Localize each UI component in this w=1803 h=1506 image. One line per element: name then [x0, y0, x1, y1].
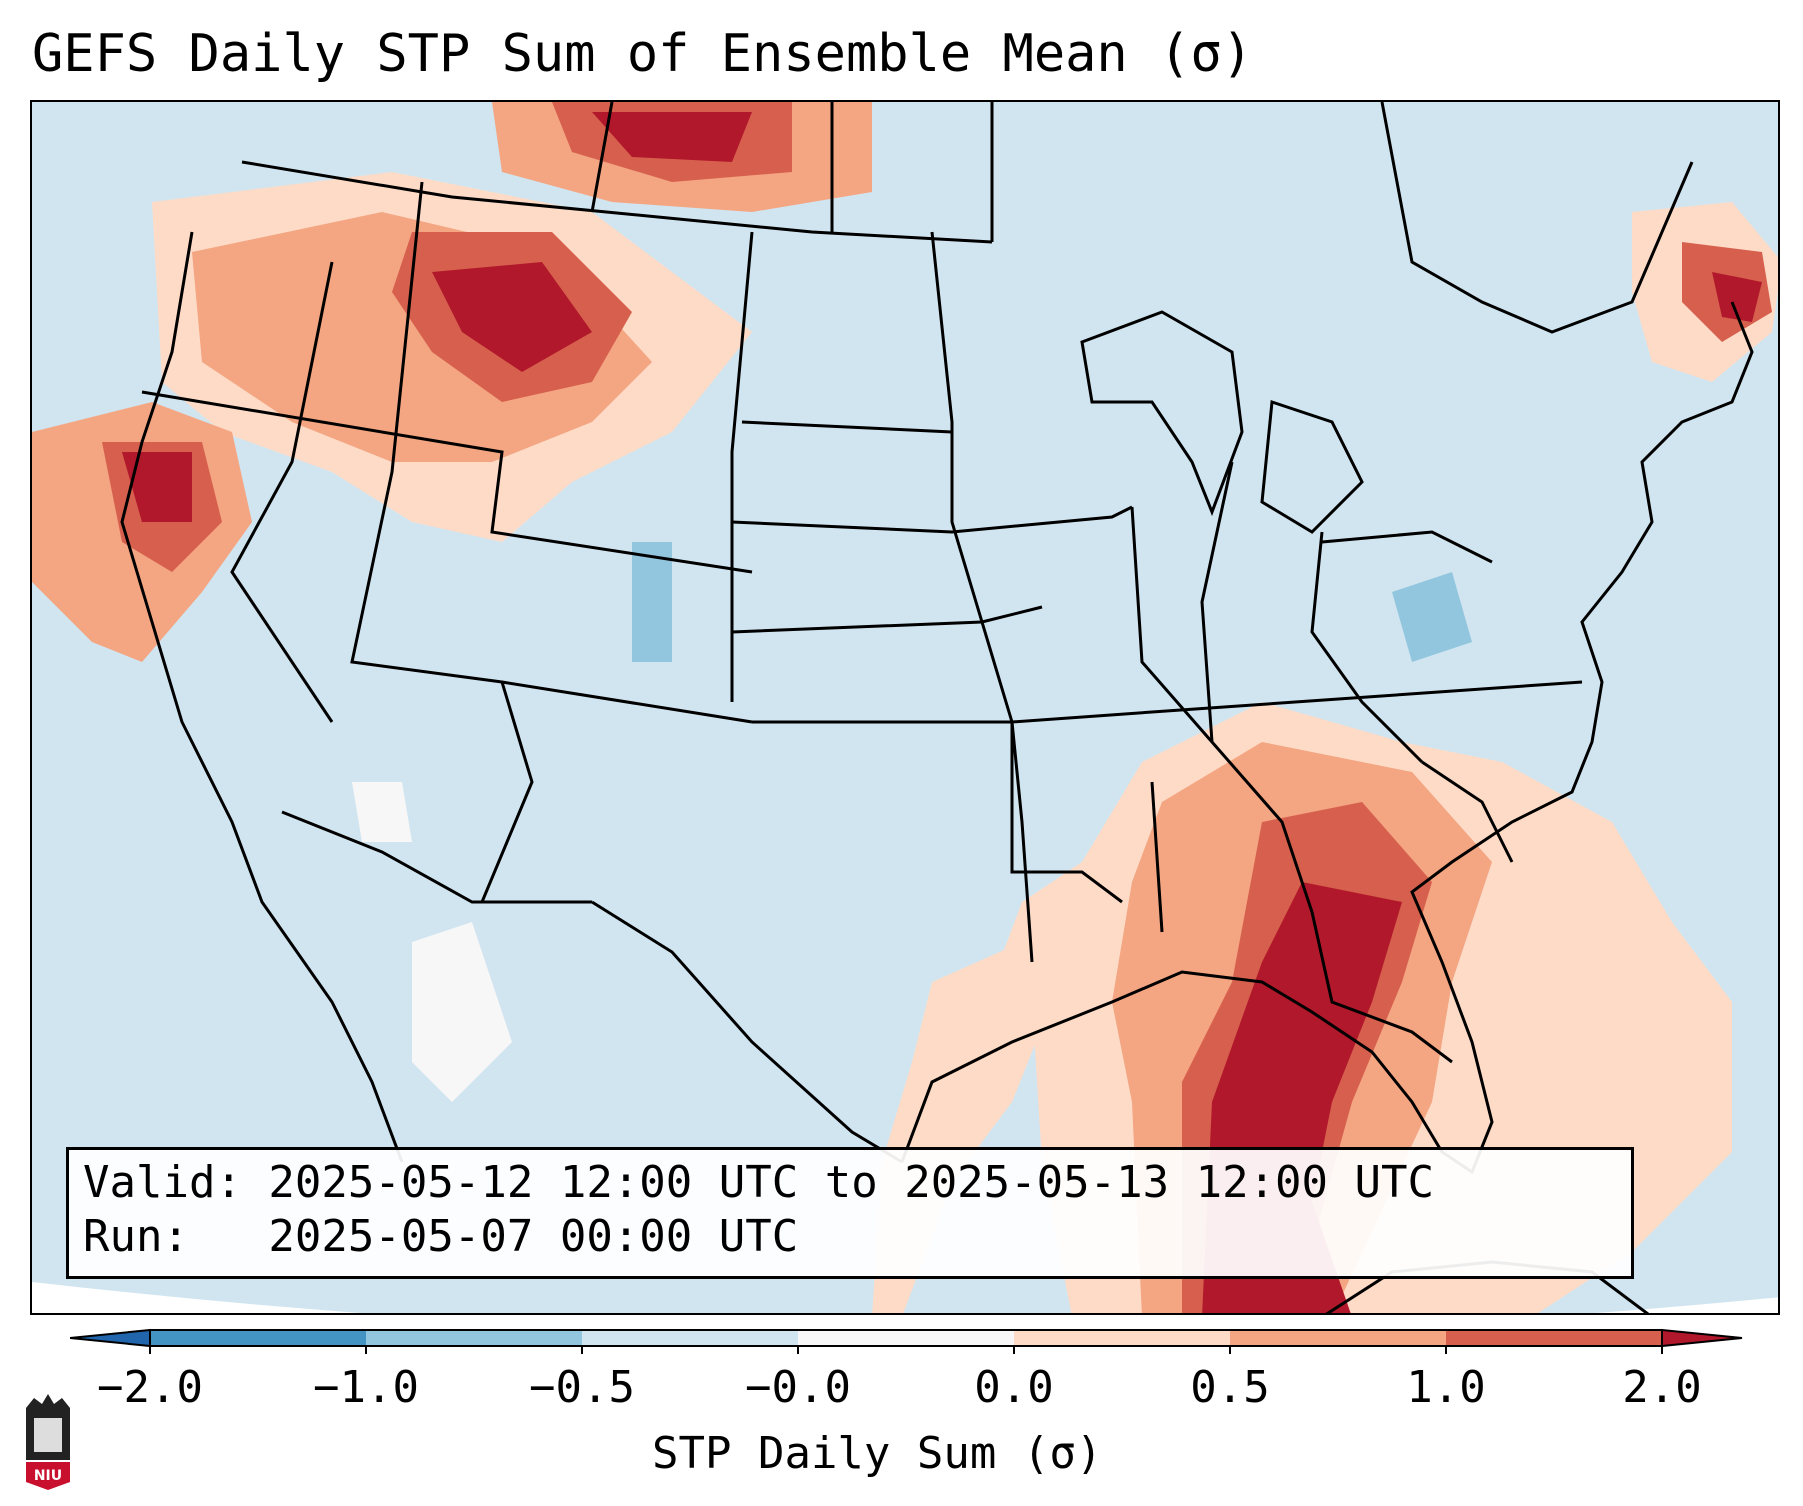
valid-line: Valid: 2025-05-12 12:00 UTC to 2025-05-1… [83, 1157, 1435, 1208]
niu-logo: NIU [26, 1394, 70, 1490]
colorbar-bin-5 [1014, 1330, 1230, 1346]
lake-michigan-superior [1080, 310, 1244, 517]
state-line-9 [741, 420, 953, 434]
colorbar-tick-label: 0.0 [974, 1362, 1054, 1413]
us-canada-border [241, 160, 993, 244]
shade-ca-max [122, 452, 192, 522]
state-line-4 [730, 231, 754, 702]
run-line: Run: 2025-05-07 00:00 UTC [83, 1211, 799, 1262]
colorbar-tick-label: 2.0 [1622, 1362, 1702, 1413]
state-line-2 [230, 261, 334, 723]
colorbar-tick-label: −2.0 [97, 1362, 203, 1413]
colorbar-bin-3 [582, 1330, 798, 1346]
state-line-15 [1310, 531, 1424, 764]
shade-nw-max [432, 262, 592, 372]
state-line-10 [930, 231, 1034, 963]
canada-line-3 [590, 102, 614, 213]
colorbar-bin-4 [798, 1330, 1014, 1346]
colorbar-extend-low [70, 1328, 151, 1348]
state-line-6 [752, 680, 1583, 724]
colorbar-tick-label: −1.0 [313, 1362, 419, 1413]
shade-mx-neutral [412, 922, 512, 1102]
logo-window-icon [34, 1418, 62, 1452]
lake-huron [1260, 399, 1364, 534]
canada-east [1380, 102, 1694, 334]
state-line-17 [1310, 911, 1453, 1064]
shade-az-neutral [352, 782, 412, 842]
stp-map [30, 100, 1780, 1315]
state-line-14 [1130, 506, 1314, 913]
colorbar-bin-2 [366, 1330, 582, 1346]
state-line-13 [1200, 461, 1234, 743]
colorbar-tick-label: 1.0 [1406, 1362, 1486, 1413]
colorbar-ticks [149, 1346, 1663, 1354]
state-line-1 [141, 390, 753, 574]
lake-erie [1321, 530, 1493, 564]
mexico-border-west [281, 810, 592, 904]
colorbar-extend-high [1661, 1328, 1743, 1348]
colorbar-outline [149, 1329, 1663, 1347]
shade-co-negative [632, 542, 672, 662]
chart-title: GEFS Daily STP Sum of Ensemble Mean (σ) [32, 24, 1253, 84]
state-line-5 [480, 681, 534, 903]
shade-canada-max [592, 112, 752, 162]
colorbar-tick-label: 0.5 [1190, 1362, 1270, 1413]
state-line-16 [1421, 760, 1514, 863]
state-line-11 [1010, 722, 1123, 904]
colorbar-bin-1 [150, 1330, 366, 1346]
colorbar-tick-label: −0.5 [529, 1362, 635, 1413]
shade-wv-negative [1392, 572, 1472, 662]
logo-shield-icon [26, 1462, 70, 1490]
state-line-3 [350, 181, 753, 724]
valid-run-box: Valid: 2025-05-12 12:00 UTC to 2025-05-1… [66, 1147, 1634, 1279]
state-line-8 [731, 505, 1133, 534]
map-canvas [32, 102, 1778, 1313]
east-gulf-coast [900, 301, 1754, 1175]
shade-me-max [1712, 272, 1762, 322]
colorbar-label: STP Daily Sum (σ) [652, 1428, 1103, 1479]
mexico-border-rio-grande [591, 900, 903, 1164]
colorbar-bin-7 [1446, 1330, 1662, 1346]
logo-text: NIU [34, 1468, 62, 1484]
colorbar [70, 1328, 1743, 1354]
colorbar-bin-6 [1230, 1330, 1446, 1346]
colorbar-tick-label: −0.0 [745, 1362, 851, 1413]
boundaries [120, 102, 1754, 1313]
west-coast [120, 231, 404, 1163]
state-line-12 [1150, 781, 1164, 933]
